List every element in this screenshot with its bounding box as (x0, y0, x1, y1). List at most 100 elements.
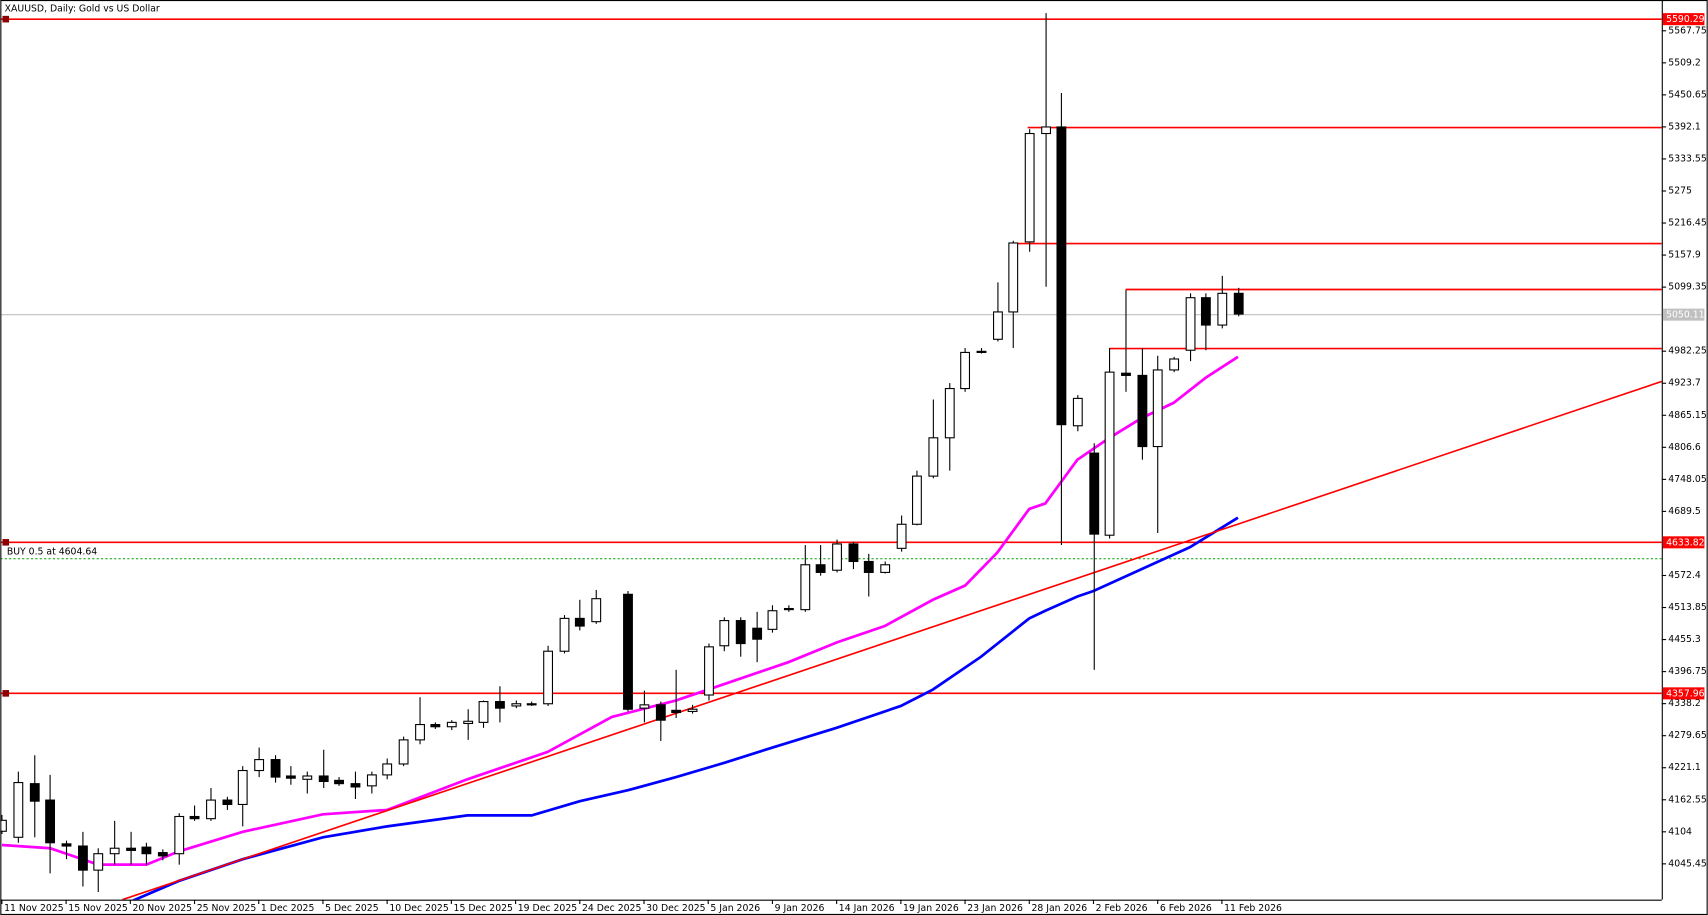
candle-body (45, 799, 56, 844)
candle-body (382, 763, 393, 776)
candle-body (511, 703, 522, 707)
y-tick-label: 4982.25 (1668, 346, 1707, 357)
x-tick-label: 1 Dec 2025 (261, 903, 315, 914)
candle-body (0, 819, 7, 832)
y-tick-label: 5392.1 (1668, 121, 1701, 132)
candle-body (960, 351, 971, 390)
level-handle (2, 539, 10, 546)
indicator-line (1, 355, 1239, 867)
candle-body (928, 437, 939, 477)
candle-body (832, 543, 842, 571)
candle-body (815, 564, 826, 573)
y-tick-label: 5099.35 (1668, 282, 1707, 293)
chart-title: XAUUSD, Daily: Gold vs US Dollar (5, 3, 160, 14)
y-tick-label: 4572.4 (1668, 570, 1701, 581)
y-tick-label: 5333.55 (1668, 153, 1707, 164)
y-tick-label: 4279.65 (1668, 730, 1707, 741)
y-tick-label: 5509.2 (1668, 57, 1701, 68)
x-tick-label: 19 Dec 2025 (518, 903, 577, 914)
candle-body (1024, 132, 1035, 243)
candle-body (141, 846, 152, 855)
x-tick-label: 10 Dec 2025 (389, 903, 448, 914)
y-tick-label: 4045.45 (1668, 858, 1707, 869)
price-tag-label: 5050.11 (1666, 310, 1705, 321)
candle-body (318, 775, 329, 783)
price-tag (1662, 308, 1705, 321)
candle-body (29, 783, 40, 802)
candle-body (254, 759, 265, 772)
candle-body (752, 627, 763, 640)
candle-body (574, 617, 585, 627)
price-tag-label: 5590.29 (1666, 14, 1705, 25)
candle-body (1056, 126, 1067, 426)
y-tick-label: 4748.05 (1668, 474, 1707, 485)
candle-body (398, 739, 409, 765)
indicator-line (131, 516, 1239, 900)
candle-body (415, 724, 425, 741)
candle-body (704, 646, 714, 696)
candle-body (495, 701, 505, 709)
candle-body (543, 650, 554, 705)
candle-body (800, 564, 811, 611)
indicator-line (122, 380, 1662, 900)
candle-body (93, 853, 104, 871)
candle-body (1089, 452, 1100, 535)
candle-body (591, 598, 602, 623)
y-tick-label: 5567.75 (1668, 25, 1707, 36)
candle-body (302, 775, 313, 780)
order-label: BUY 0.5 at 4604.64 (7, 547, 97, 558)
candle-body (639, 704, 650, 709)
candle-body (1200, 297, 1211, 326)
y-tick-label: 4923.7 (1668, 378, 1701, 389)
candle-body (1217, 292, 1228, 326)
candle-body (463, 720, 474, 725)
candle-body (189, 815, 200, 820)
x-tick-label: 15 Nov 2025 (68, 903, 128, 914)
candle-body (655, 704, 666, 721)
x-tick-label: 2 Feb 2026 (1096, 903, 1148, 914)
x-tick-label: 30 Dec 2025 (646, 903, 705, 914)
candle-body (222, 799, 233, 806)
candle-body (1233, 292, 1244, 315)
candle-body (671, 709, 682, 714)
level-handle (2, 15, 10, 23)
y-tick-label: 5450.65 (1668, 89, 1707, 100)
y-tick-label: 4104 (1668, 826, 1692, 837)
candle-body (767, 610, 778, 630)
x-tick-label: 25 Nov 2025 (197, 903, 257, 914)
candle-body (623, 593, 633, 710)
candle-body (174, 815, 185, 855)
y-tick-label: 4396.75 (1668, 666, 1707, 677)
candle-body (78, 845, 88, 871)
candle-body (126, 847, 137, 851)
candle-body (334, 779, 344, 785)
candle-body (109, 847, 120, 855)
candle-body (687, 708, 698, 712)
x-tick-label: 5 Dec 2025 (325, 903, 379, 914)
level-handle (2, 690, 10, 697)
candle-body (848, 543, 859, 563)
plot-area (0, 13, 1662, 900)
candle-body (1008, 242, 1019, 313)
x-tick-label: 11 Feb 2026 (1224, 903, 1282, 914)
candle-body (559, 617, 570, 652)
candle-body (61, 843, 72, 847)
candle-body (976, 350, 987, 353)
price-tag-label: 4633.82 (1666, 537, 1704, 548)
candle-body (366, 774, 377, 787)
y-tick-label: 5275 (1668, 185, 1692, 196)
candle-body (735, 620, 746, 645)
candle-body (13, 782, 24, 838)
candle-body (478, 701, 489, 723)
candle-body (446, 721, 457, 728)
x-tick-label: 11 Nov 2025 (4, 903, 64, 914)
candle-body (285, 775, 296, 779)
x-tick-label: 5 Jan 2026 (710, 903, 760, 914)
candle-body (880, 564, 891, 573)
y-tick-label: 4865.15 (1668, 410, 1707, 421)
x-tick-label: 6 Feb 2026 (1160, 903, 1212, 914)
